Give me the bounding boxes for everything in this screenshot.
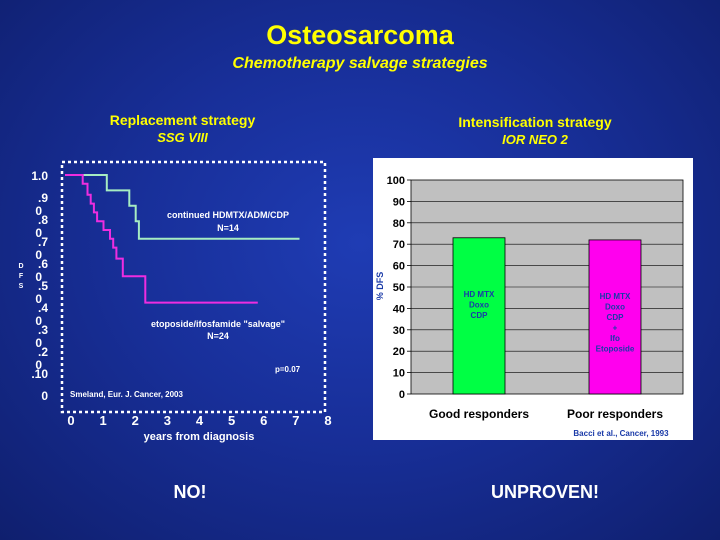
p-value: p=0.07	[275, 365, 301, 374]
bar-label: Ifo	[610, 334, 620, 343]
source-citation: Bacci et al., Cancer, 1993	[573, 429, 669, 438]
source-citation: Smeland, Eur. J. Cancer, 2003	[70, 390, 184, 399]
left-verdict: NO!	[173, 482, 207, 502]
y-tick-label: .8 0	[35, 213, 48, 240]
x-tick-label: Good responders	[429, 407, 529, 421]
y-tick-label: .7 0	[35, 235, 48, 262]
bar-label: HD MTX	[600, 292, 631, 301]
right-panel-subtitle: IOR NEO 2	[502, 132, 568, 147]
y-tick-label: 0	[399, 389, 405, 401]
dfs-line-chart: 1.0 .9 0.8 0.7 0.6 0.5 0.4 0.3 0.2 0.10 0 0 1 2 3 4 5 6 7…	[18, 160, 332, 443]
x-tick-label: 0	[67, 413, 74, 428]
y-axis-label-char: D	[18, 263, 23, 270]
x-tick-label: 6	[260, 413, 267, 428]
y-tick-label: 90	[393, 196, 405, 208]
plot-frame	[60, 160, 327, 414]
left-panel-subtitle: SSG VIII	[157, 130, 208, 145]
bar-label: Etoposide	[596, 344, 635, 353]
y-tick-label: .9 0	[35, 191, 48, 218]
y-tick-label: 40	[393, 303, 405, 315]
bar-label: Doxo	[605, 302, 625, 311]
x-tick-label: 5	[228, 413, 235, 428]
y-tick-label: 10	[393, 368, 405, 380]
y-axis-label: DFS	[18, 263, 23, 290]
y-tick-label: 70	[393, 239, 405, 251]
y-tick-label: .2 0	[35, 345, 48, 372]
slide-subtitle: Chemotherapy salvage strategies	[232, 55, 488, 72]
survival-curve-1	[65, 174, 300, 240]
x-tick-label: 4	[196, 413, 204, 428]
bar-label: CDP	[471, 311, 489, 320]
y-tick-label: 30	[393, 325, 405, 337]
series-2-label: etoposide/ifosfamide "salvage"	[151, 319, 285, 329]
y-tick-label: .6 0	[35, 257, 48, 284]
y-tick-label: .4 0	[35, 301, 48, 328]
y-tick-label: 0	[41, 389, 48, 403]
right-panel-title: Intensification strategy	[458, 114, 612, 130]
y-tick-label: 60	[393, 261, 405, 273]
y-tick-label: .10	[31, 367, 48, 381]
y-tick-label: 50	[393, 282, 405, 294]
bar-label: HD MTX	[464, 290, 495, 299]
y-tick-label: 1.0	[31, 169, 48, 183]
x-tick-labels: 0 1 2 3 4 5 6 7 8	[67, 413, 331, 428]
survival-curve-2	[65, 174, 258, 304]
y-tick-label: .3 0	[35, 323, 48, 350]
bar-2	[588, 239, 642, 395]
y-tick-labels: 1.0 .9 0.8 0.7 0.6 0.5 0.4 0.3 0.2 0.10 0	[31, 169, 48, 403]
y-axis-label-char: F	[19, 273, 24, 280]
bar-1	[452, 237, 506, 395]
bar-label: CDP	[607, 313, 625, 322]
bar-label: +	[613, 323, 618, 332]
slide-title: Osteosarcoma	[266, 20, 454, 50]
x-tick-label: 8	[324, 413, 331, 428]
y-axis-label-char: S	[19, 283, 24, 290]
series-1-label: continued HDMTX/ADM/CDP	[167, 210, 289, 220]
left-panel-title: Replacement strategy	[109, 112, 256, 128]
y-tick-label: 80	[393, 218, 405, 230]
series-1-n: N=14	[217, 223, 239, 233]
x-tick-label: 7	[292, 413, 299, 428]
y-tick-label: 20	[393, 346, 405, 358]
x-tick-label: 3	[164, 413, 171, 428]
x-tick-label: 2	[132, 413, 139, 428]
x-tick-labels: Good responders Poor responders	[429, 407, 663, 421]
y-tick-label: 100	[387, 175, 405, 187]
y-axis-label: % DFS	[375, 272, 385, 301]
x-tick-label: 1	[100, 413, 107, 428]
bar-label: Doxo	[469, 300, 489, 309]
series-2-n: N=24	[207, 331, 229, 341]
survival-curves	[65, 174, 300, 304]
x-tick-label: Poor responders	[567, 407, 663, 421]
y-tick-label: .5 0	[35, 279, 48, 306]
x-axis-label: years from diagnosis	[144, 431, 255, 443]
right-verdict: UNPROVEN!	[490, 482, 599, 502]
